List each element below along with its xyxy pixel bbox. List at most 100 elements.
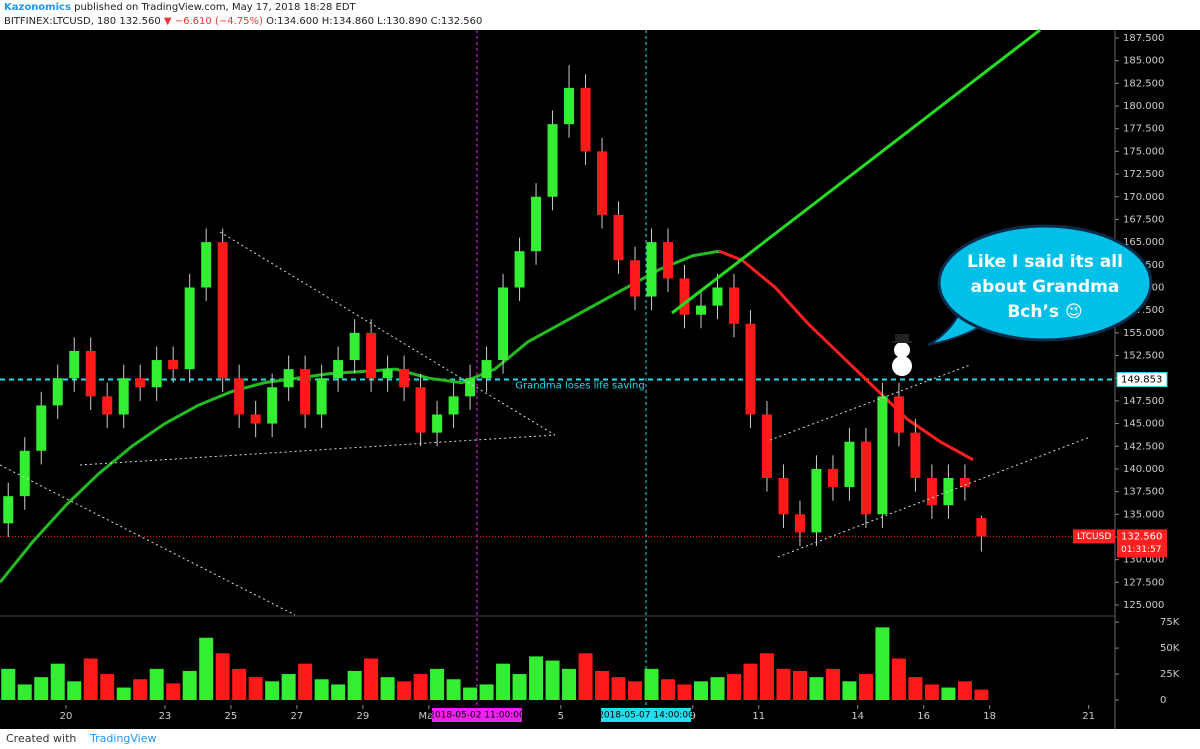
volume-bar [463, 687, 478, 700]
volume-bar [891, 658, 906, 700]
volume-bar [776, 668, 791, 700]
x-tick-label: 20 [60, 711, 73, 722]
volume-bar [628, 681, 643, 700]
candle-body [250, 414, 261, 424]
candle-body [118, 378, 129, 415]
candle-body [168, 360, 179, 370]
callout-line: about Grandma [971, 277, 1120, 297]
candle-body [893, 396, 904, 433]
candle-body [943, 478, 954, 506]
moving-average [0, 249, 720, 584]
author[interactable]: Kazonomics [4, 2, 71, 13]
x-tick-label: 16 [917, 711, 930, 722]
y-tick-label: 182.500 [1123, 78, 1164, 89]
volume-bar [364, 658, 379, 700]
volume-bar [100, 674, 115, 700]
candle-body [564, 87, 575, 125]
candle-body [811, 468, 822, 533]
volume-bar [331, 684, 346, 700]
volume-bar [199, 637, 214, 700]
volume-bar [529, 656, 544, 700]
y-tick-label: 140.000 [1123, 464, 1164, 475]
quote-line: BITFINEX:LTCUSD, 180 132.560 ▼ −6.610 (−… [4, 16, 482, 27]
y-tick-label: 130.000 [1123, 555, 1164, 566]
candle-body [580, 87, 591, 152]
volume-bar [413, 674, 428, 700]
y-tick-label: 127.500 [1123, 577, 1164, 588]
volume-tick-label: 50K [1160, 643, 1180, 654]
candle-body [267, 387, 278, 424]
price-line-tag-box [1116, 372, 1168, 388]
y-tick-label: 142.500 [1123, 441, 1164, 452]
volume-bar [17, 684, 32, 700]
trend-line [671, 28, 1041, 315]
volume-bar [83, 658, 98, 700]
candle-body [415, 387, 426, 433]
x-tick-label: 29 [357, 711, 370, 722]
y-tick-label: 177.500 [1123, 124, 1164, 135]
x-tick-label: 27 [291, 711, 304, 722]
low: L:130.890 [377, 16, 428, 27]
y-tick-label: 145.000 [1123, 419, 1164, 430]
x-tick-label: 21 [1082, 711, 1095, 722]
candle-body [448, 396, 459, 415]
candle-body [135, 378, 146, 388]
time-tag-box [431, 708, 522, 722]
candle-body [151, 360, 162, 388]
x-tick-label: 9 [690, 711, 696, 722]
volume-bar [248, 677, 263, 700]
volume-tick-label: 0 [1160, 695, 1166, 706]
x-tick-label: 11 [752, 711, 765, 722]
candle-body [926, 478, 937, 506]
volume-bar [759, 653, 774, 700]
candle-body [316, 378, 327, 415]
candle-body [432, 414, 443, 433]
last-price-label: 132.560 [1121, 531, 1162, 542]
y-tick-label: 172.500 [1123, 169, 1164, 180]
y-tick-label: 137.500 [1123, 487, 1164, 498]
publish-line: Kazonomics published on TradingView.com,… [4, 2, 356, 13]
candle-body [597, 151, 608, 215]
y-tick-label: 157.500 [1123, 305, 1164, 316]
open: O:134.600 [266, 16, 319, 27]
time-tag: 2018-05-02 11:00:00 [429, 711, 525, 721]
volume-bar [957, 681, 972, 700]
volume-bar [67, 681, 82, 700]
published: published on TradingView.com, May 17, 20… [74, 2, 356, 13]
volume-bar [858, 674, 873, 700]
y-tick-label: 135.000 [1123, 509, 1164, 520]
volume-tick-label: 75K [1160, 617, 1180, 628]
time-tag-box [601, 708, 692, 722]
candle-body [613, 214, 624, 261]
volume-bar [595, 670, 610, 700]
dotted-line [777, 436, 1091, 558]
x-tick-label: 23 [159, 711, 172, 722]
y-tick-label: 165.000 [1123, 237, 1164, 248]
brand[interactable]: TradingView [90, 732, 157, 745]
last-price-box [1117, 529, 1167, 558]
symbol-tag: LTCUSD [1077, 532, 1111, 542]
volume-bar [562, 668, 577, 700]
volume-bar [232, 668, 247, 700]
callout-bubble [937, 224, 1153, 342]
x-tick-label: May [419, 711, 440, 722]
last: 132.560 [119, 16, 161, 27]
volume-bar [825, 668, 840, 700]
countdown: 01:31:57 [1121, 545, 1161, 555]
volume-bar [50, 663, 65, 700]
candle-body [630, 260, 641, 297]
volume-bar [661, 679, 676, 700]
y-tick-label: 155.000 [1123, 328, 1164, 339]
drawings [0, 28, 1153, 616]
price-line-tag: 149.853 [1121, 375, 1162, 386]
volume-bar [693, 681, 708, 700]
candle-body [300, 369, 311, 415]
candle-body [52, 378, 63, 406]
y-tick-label: 167.500 [1123, 214, 1164, 225]
y-tick-label: 175.000 [1123, 146, 1164, 157]
candle-body [382, 369, 393, 379]
y-tick-label: 185.000 [1123, 56, 1164, 67]
y-tick-label: 180.000 [1123, 101, 1164, 112]
candle-body [827, 468, 838, 488]
